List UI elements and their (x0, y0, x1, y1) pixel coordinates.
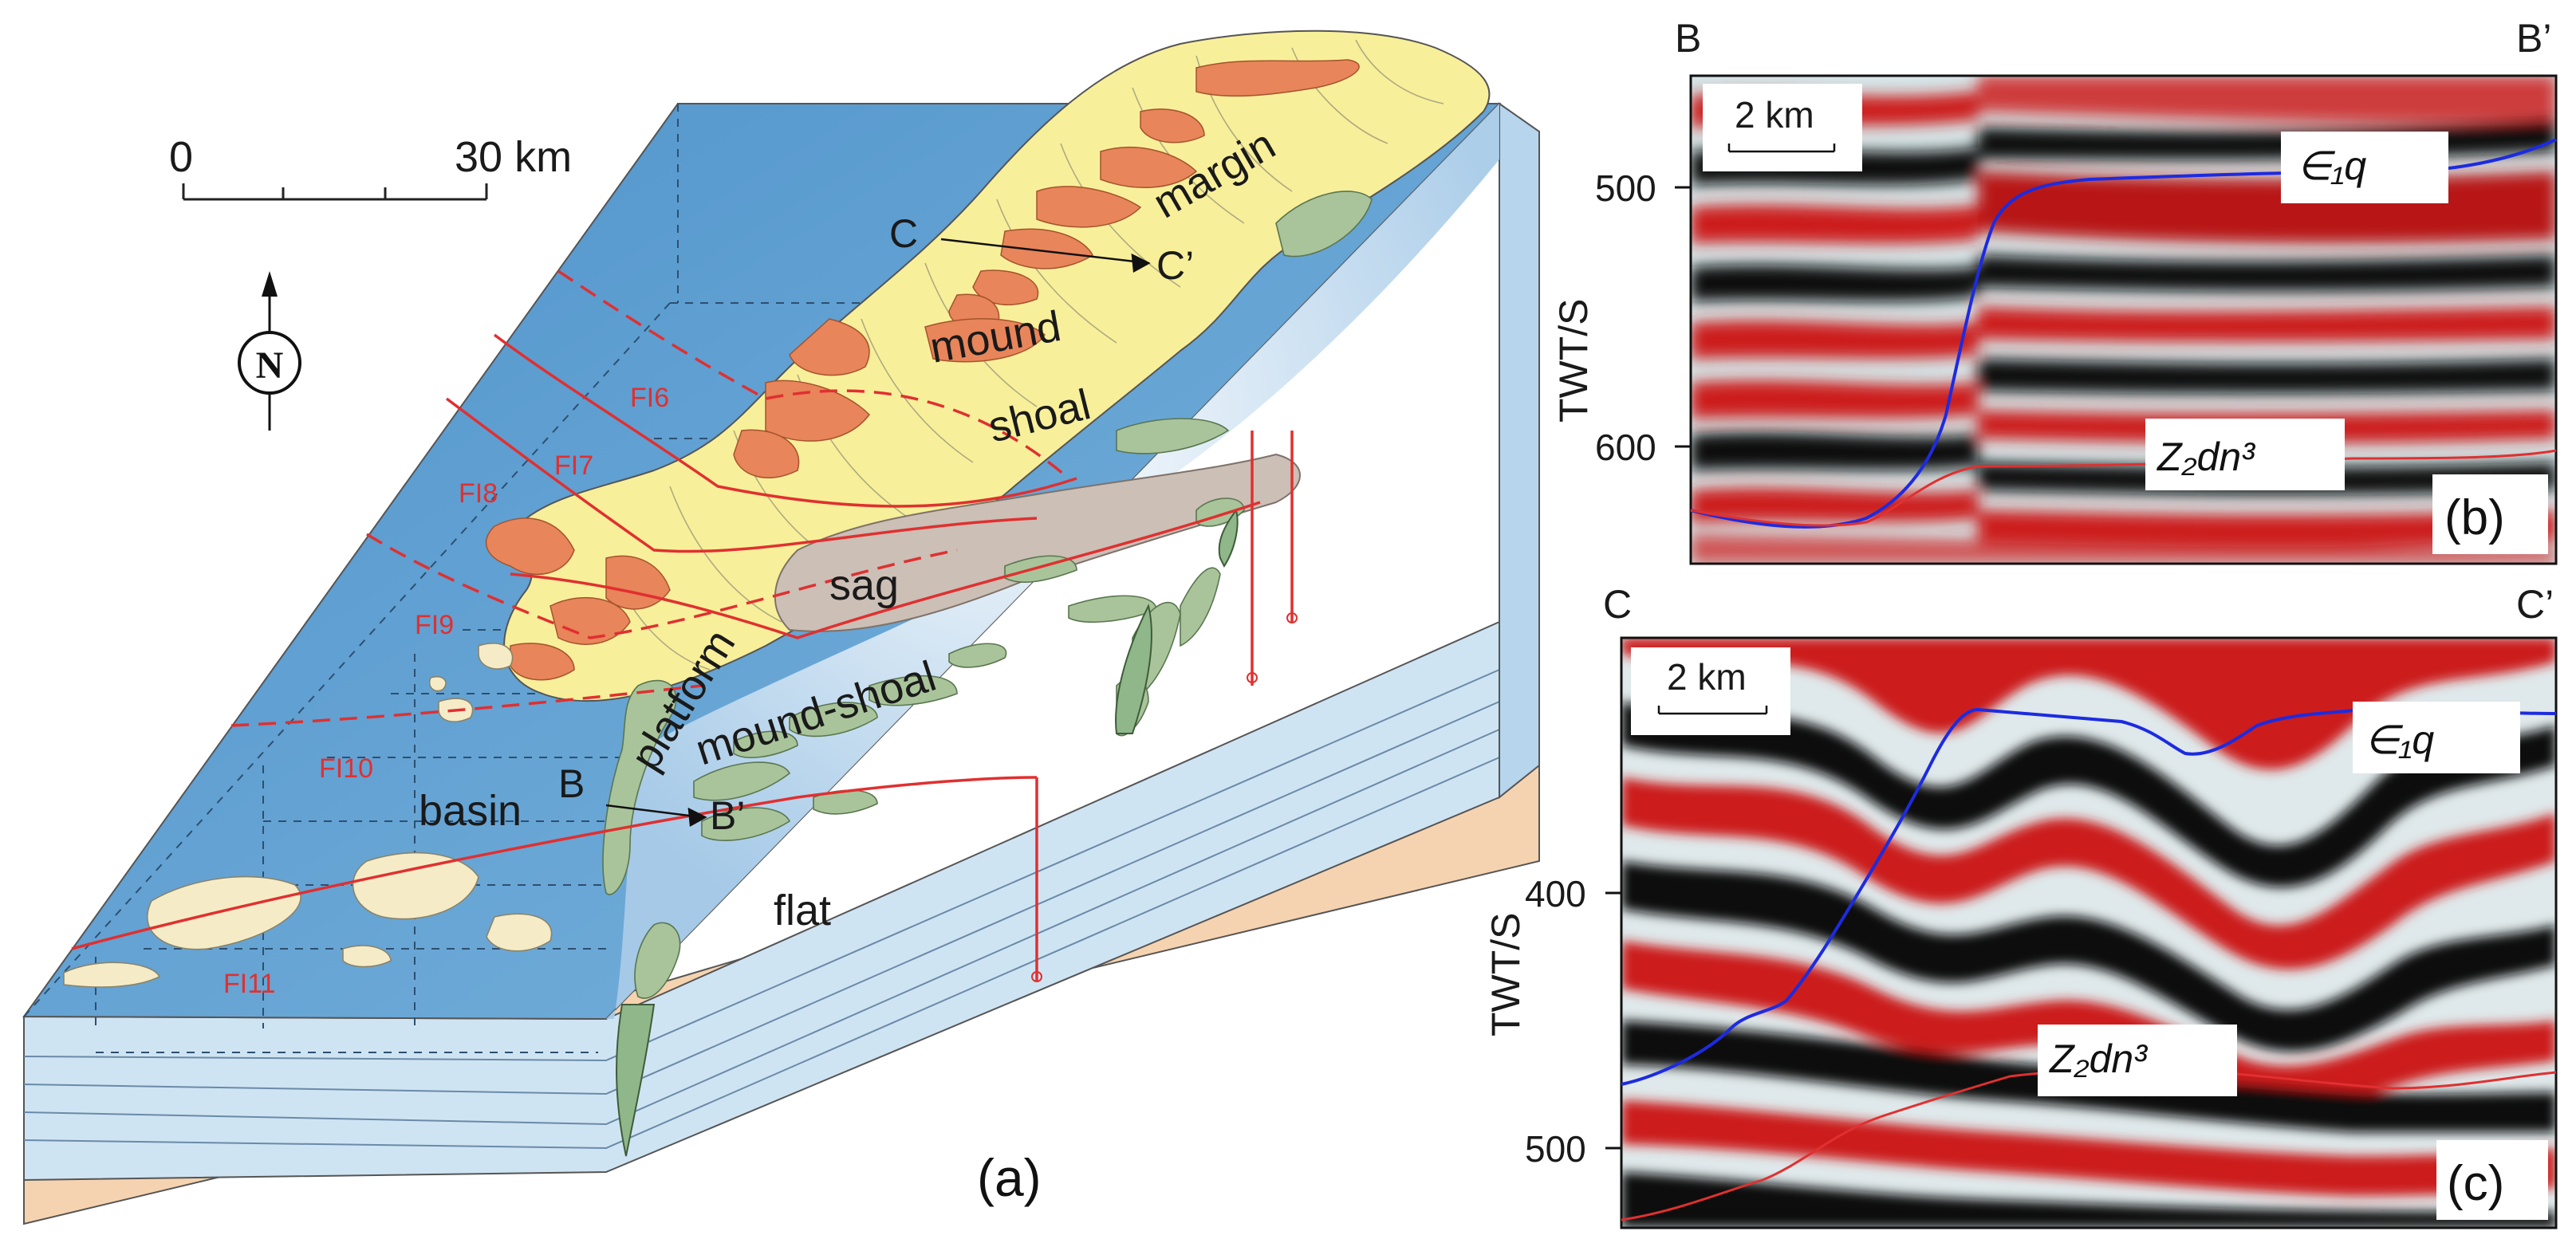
section-c-prime: C’ (1156, 243, 1194, 288)
label-sag: sag (829, 561, 899, 609)
axis-b-tick-600: 600 (1595, 427, 1656, 468)
scale-c-label: 2 km (1667, 656, 1747, 698)
scale-end: 30 km (455, 133, 572, 181)
frame-b (1689, 74, 2558, 565)
section-c: C (889, 211, 918, 256)
scale-b-bar (1727, 144, 1836, 153)
horizon-c-top-label: ∈₁q (2365, 718, 2434, 762)
axis-c-tick-400: 400 (1525, 873, 1586, 914)
section-b-prime: B’ (710, 793, 745, 838)
seismic-panel-b: 2 km ∈₁q Z₂dn³ (b) B B’ 500 600 TWT/S (1551, 16, 2558, 565)
green-mounds (602, 191, 1373, 999)
mound-patches (486, 59, 1360, 681)
panel-a-label: (a) (977, 1148, 1042, 1207)
axis-c-ticks (1605, 891, 1621, 1150)
corner-c-left: C (1603, 582, 1632, 627)
scale-bar (182, 183, 488, 201)
axis-b-ticks (1675, 186, 1691, 448)
horizon-c-bottom (1621, 1068, 2557, 1221)
seismic-panel-c: 2 km ∈₁q Z₂dn³ (c) C C’ 400 500 TWT/S (1483, 582, 2558, 1229)
corner-b-right: B’ (2516, 16, 2551, 61)
strata-lines (23, 669, 1500, 1150)
horizon-b-bottom (1690, 449, 2557, 527)
fault-label-fi7: FI7 (554, 450, 593, 481)
horizon-b-top-label: ∈₁q (2297, 144, 2366, 188)
scale-start: 0 (169, 133, 193, 181)
sag-area (774, 453, 1301, 632)
fault-label-fi11: FI11 (223, 969, 276, 999)
north-arrow-icon: N (238, 271, 301, 431)
fault-label-fi10: FI10 (319, 753, 373, 784)
north-letter: N (256, 344, 284, 387)
fault-lines (71, 269, 1294, 981)
scale-b-label: 2 km (1735, 94, 1814, 136)
axis-b-title: TWT/S (1551, 298, 1596, 423)
reef-fans (616, 508, 1239, 1157)
axis-c-tick-500: 500 (1525, 1128, 1586, 1170)
label-flat: flat (774, 887, 831, 934)
seismic-b-reflectors (1691, 76, 2556, 564)
panel-c-label: (c) (2447, 1156, 2504, 1211)
well-markers (1031, 612, 1298, 982)
fault-label-fi6: FI6 (630, 383, 669, 413)
horizon-c-top (1621, 706, 2557, 1086)
label-basin: basin (419, 787, 522, 835)
fault-label-fi8: FI8 (459, 478, 498, 509)
axis-b-tick-500: 500 (1595, 167, 1656, 209)
horizon-b-bottom-label: Z₂dn³ (2157, 435, 2255, 479)
section-b: B (558, 761, 585, 806)
fault-label-fi9: FI9 (415, 610, 454, 640)
corner-c-right: C’ (2516, 582, 2554, 627)
basin-patches (63, 643, 553, 988)
panel-b-label: (b) (2444, 490, 2505, 545)
seismic-c-reflectors (1621, 638, 2556, 1228)
axis-c-title: TWT/S (1483, 912, 1528, 1036)
corner-b-left: B (1675, 16, 1701, 61)
section-arrows (605, 238, 1151, 828)
frame-c (1620, 636, 2558, 1229)
block-diagram: 0 30 km N FI6 FI7 FI8 FI9 FI10 FI11 marg… (22, 30, 1540, 1225)
scale-c-bar (1657, 706, 1768, 715)
right-side-face (1499, 102, 1540, 800)
horizon-c-bottom-label: Z₂dn³ (2049, 1036, 2148, 1081)
